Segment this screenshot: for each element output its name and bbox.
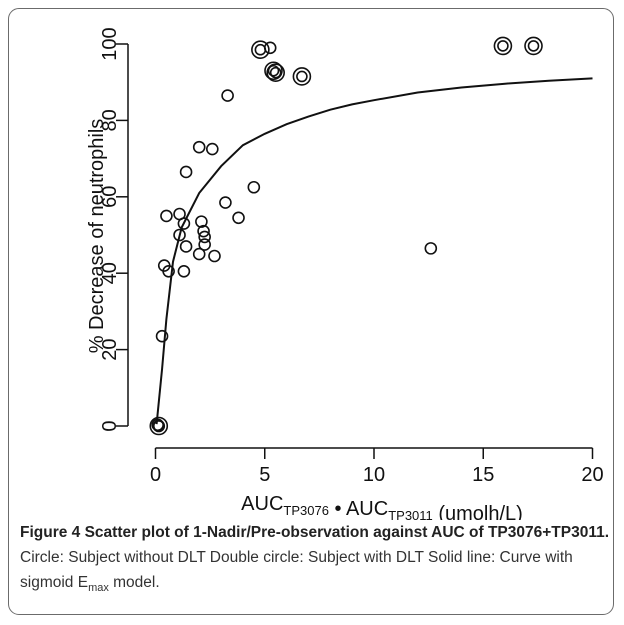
data-point-no-dlt bbox=[155, 329, 169, 343]
y-tick-label: 20 bbox=[99, 338, 121, 360]
data-point-dlt-outer bbox=[251, 40, 270, 60]
x-tick-label: 15 bbox=[472, 464, 494, 486]
y-axis-label: % Decrease of neutrophils bbox=[86, 119, 108, 354]
y-tick-label: 0 bbox=[99, 420, 121, 431]
data-point-no-dlt bbox=[247, 180, 261, 194]
data-point-dlt-outer bbox=[264, 61, 283, 81]
x-label-subscript: TP3076 bbox=[283, 503, 329, 518]
data-point-no-dlt bbox=[192, 247, 206, 261]
caption-title: Figure 4 Scatter plot of 1-Nadir/Pre-obs… bbox=[20, 524, 610, 541]
axes: 0 20 40 60 80 100 0 5 10 15 20 bbox=[99, 27, 604, 486]
y-tick-label: 100 bbox=[99, 27, 121, 60]
x-axis-label: AUCTP3076 • AUCTP3011 (umolh/L) bbox=[241, 493, 523, 520]
data-point-dlt-inner bbox=[269, 66, 282, 79]
x-tick-label: 5 bbox=[259, 464, 270, 486]
x-label-part: (umolh/L) bbox=[433, 503, 523, 520]
x-label-part: • AUC bbox=[329, 498, 388, 520]
y-tick-label: 60 bbox=[99, 186, 121, 208]
data-point-no-dlt bbox=[219, 196, 232, 209]
data-point-no-dlt bbox=[424, 242, 438, 255]
caption-text-end: model. bbox=[108, 574, 160, 591]
data-point-dlt-outer bbox=[524, 36, 543, 56]
data-point-no-dlt bbox=[160, 209, 173, 223]
data-point-dlt-outer bbox=[149, 416, 169, 436]
data-point-dlt-inner bbox=[267, 64, 280, 77]
x-label-part: AUC bbox=[241, 493, 283, 515]
data-point-no-dlt bbox=[221, 89, 234, 102]
data-point-no-dlt bbox=[195, 215, 208, 228]
figure-caption: Figure 4 Scatter plot of 1-Nadir/Pre-obs… bbox=[20, 520, 610, 601]
y-tick-label: 40 bbox=[99, 262, 121, 284]
y-tick-label: 80 bbox=[99, 109, 121, 131]
caption-subscript: max bbox=[88, 582, 109, 595]
data-point-no-dlt bbox=[192, 140, 206, 154]
data-point-no-dlt bbox=[179, 240, 193, 253]
curve-layer bbox=[155, 77, 593, 425]
data-point-dlt-inner bbox=[497, 40, 509, 52]
data-point-dlt-outer bbox=[493, 36, 513, 56]
data-point-dlt-inner bbox=[296, 70, 308, 83]
x-label-subscript: TP3011 bbox=[388, 508, 433, 520]
data-point-dlt-outer bbox=[292, 67, 312, 86]
data-point-no-dlt bbox=[198, 230, 211, 244]
data-point-no-dlt bbox=[162, 264, 175, 278]
figure-frame bbox=[8, 8, 614, 615]
scatter-chart: 0 20 40 60 80 100 0 5 10 15 20 % Decrease of neutr… bbox=[86, 27, 604, 520]
data-point-no-dlt bbox=[263, 41, 277, 55]
data-point-no-dlt bbox=[206, 142, 219, 156]
x-tick-label: 10 bbox=[363, 464, 385, 486]
data-point-no-dlt bbox=[177, 217, 191, 230]
x-tick-label: 0 bbox=[150, 464, 161, 486]
data-point-no-dlt bbox=[198, 238, 211, 251]
data-point-no-dlt bbox=[177, 264, 191, 278]
data-point-dlt-inner bbox=[152, 420, 165, 432]
caption-text: Circle: Subject without DLT Double circl… bbox=[20, 549, 573, 591]
data-point-no-dlt bbox=[173, 228, 186, 242]
points-layer bbox=[149, 36, 543, 436]
data-point-no-dlt bbox=[197, 224, 210, 238]
data-point-no-dlt bbox=[179, 165, 193, 179]
x-tick-label: 20 bbox=[581, 464, 603, 486]
data-point-dlt-inner bbox=[527, 40, 540, 52]
emax-curve bbox=[155, 77, 593, 425]
data-point-dlt-outer bbox=[266, 63, 285, 82]
data-point-dlt-inner bbox=[254, 43, 267, 56]
data-point-no-dlt bbox=[232, 211, 245, 225]
data-point-no-dlt bbox=[208, 249, 221, 263]
